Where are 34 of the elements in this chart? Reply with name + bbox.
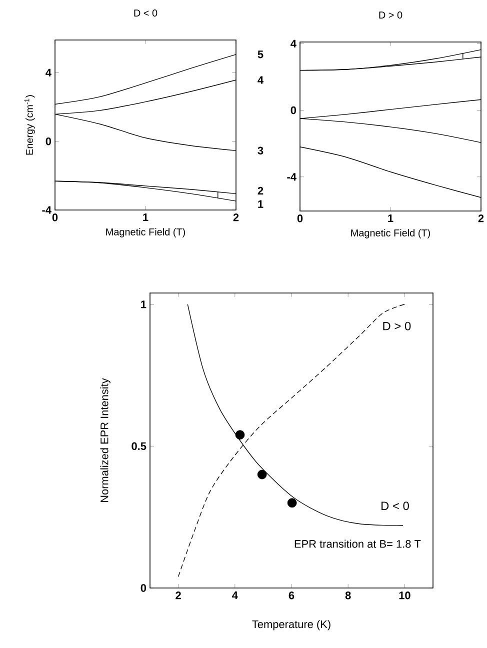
y-axis-title: Normalized EPR Intensity [100, 378, 110, 502]
x-tick-label: 6 [288, 592, 294, 600]
x-tick-label: 2 [233, 214, 238, 222]
series-label: D > 0 [383, 322, 410, 330]
series-label: 2 [258, 186, 263, 195]
x-tick-label: 1 [388, 214, 394, 222]
y-axis-title: Energy (cm$^{-1}$) [24, 95, 35, 155]
y-tick-label: -4 [286, 173, 296, 181]
x-axis-title: Temperature (K) [252, 620, 330, 630]
annotation: EPR transition at B= 1.8 T [294, 540, 421, 548]
y-tick-label: 0 [290, 106, 296, 114]
x-tick-label: 2 [478, 214, 484, 222]
x-tick-label: 10 [399, 592, 410, 600]
y-tick-label: -4 [42, 206, 52, 214]
y-tick-label: 0 [46, 137, 51, 146]
y-tick-label: 4 [45, 68, 52, 76]
chart-title: D > 0 [379, 12, 402, 19]
x-axis-title: Magnetic Field (T) [106, 228, 185, 238]
x-tick-label: 2 [175, 592, 181, 600]
y-tick-label: 0 [140, 584, 146, 592]
y-tick-label: 0.5 [132, 442, 146, 450]
x-tick-label: 0 [297, 214, 302, 222]
x-axis-title: Magnetic Field (T) [351, 229, 430, 238]
x-tick-label: 8 [345, 592, 351, 600]
y-tick-label: 1 [140, 300, 146, 308]
series-label: D < 0 [381, 502, 409, 510]
x-tick-label: 0 [52, 214, 58, 222]
legend-label: 4 [257, 76, 264, 84]
series-label: 3 [258, 146, 263, 154]
series-label: 5 [258, 50, 264, 58]
x-tick-label: 4 [232, 592, 238, 600]
chart-title: D < 0 [134, 10, 157, 17]
y-tick-label: 4 [290, 40, 296, 48]
legend-label: 1 [258, 200, 264, 208]
